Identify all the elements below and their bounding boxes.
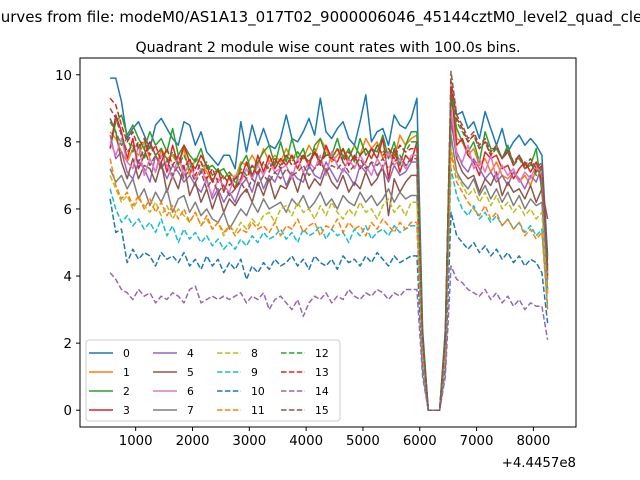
figure-supertitle: Light curves from file: modeM0/AS1A13_01… [0,8,640,27]
x-tick-label-7000: 7000 [460,434,494,449]
x-axis-offset-label: +4.4457e8 [502,456,576,471]
x-tick-label-4000: 4000 [289,434,323,449]
legend-label-2: 2 [123,385,130,398]
series-line-13 [109,80,549,411]
series-line-3 [109,87,549,411]
y-tick-label-2: 2 [64,337,72,352]
y-tick-label-6: 6 [64,203,72,218]
x-tick-label-3000: 3000 [232,434,266,449]
legend-label-11: 11 [251,404,265,417]
series-line-15 [109,70,549,411]
series-line-12 [109,94,549,411]
legend-label-9: 9 [251,366,258,379]
x-tick-label-8000: 8000 [516,434,550,449]
y-axis: 0 2 4 6 8 10 [55,69,80,419]
y-tick-label-10: 10 [55,69,72,84]
series-layer [109,70,549,411]
series-line-14 [109,265,549,411]
legend-label-6: 6 [187,385,194,398]
series-line-11 [109,151,549,411]
series-line-4 [109,120,549,411]
legend-label-15: 15 [315,404,329,417]
legend-label-14: 14 [315,385,329,398]
series-line-7 [109,134,549,411]
x-tick-label-2000: 2000 [176,434,210,449]
chart-title: Quadrant 2 module wise count rates with … [135,40,520,56]
legend-label-13: 13 [315,366,329,379]
series-line-0 [110,77,549,411]
series-line-5 [109,117,549,411]
legend-label-3: 3 [123,404,130,417]
legend-frame [85,339,341,422]
y-tick-label-4: 4 [64,270,72,285]
plot-frame [79,57,577,428]
series-line-10 [109,198,549,411]
x-tick-label-1000: 1000 [119,434,153,449]
legend-label-1: 1 [123,366,130,379]
legend-label-7: 7 [187,404,194,417]
legend-label-8: 8 [251,347,258,360]
y-tick-label-8: 8 [64,136,72,151]
series-line-8 [109,147,549,411]
x-axis: 1000 2000 3000 4000 5000 6000 7000 8000 [119,427,550,449]
legend-label-0: 0 [123,347,130,360]
y-tick-label-0: 0 [64,404,72,419]
series-line-6 [109,107,549,411]
series-line-9 [109,167,549,411]
legend-label-10: 10 [251,385,265,398]
legend-label-5: 5 [187,366,194,379]
x-tick-label-5000: 5000 [346,434,380,449]
legend-label-4: 4 [187,347,194,360]
legend-label-12: 12 [315,347,329,360]
x-tick-label-6000: 6000 [403,434,437,449]
